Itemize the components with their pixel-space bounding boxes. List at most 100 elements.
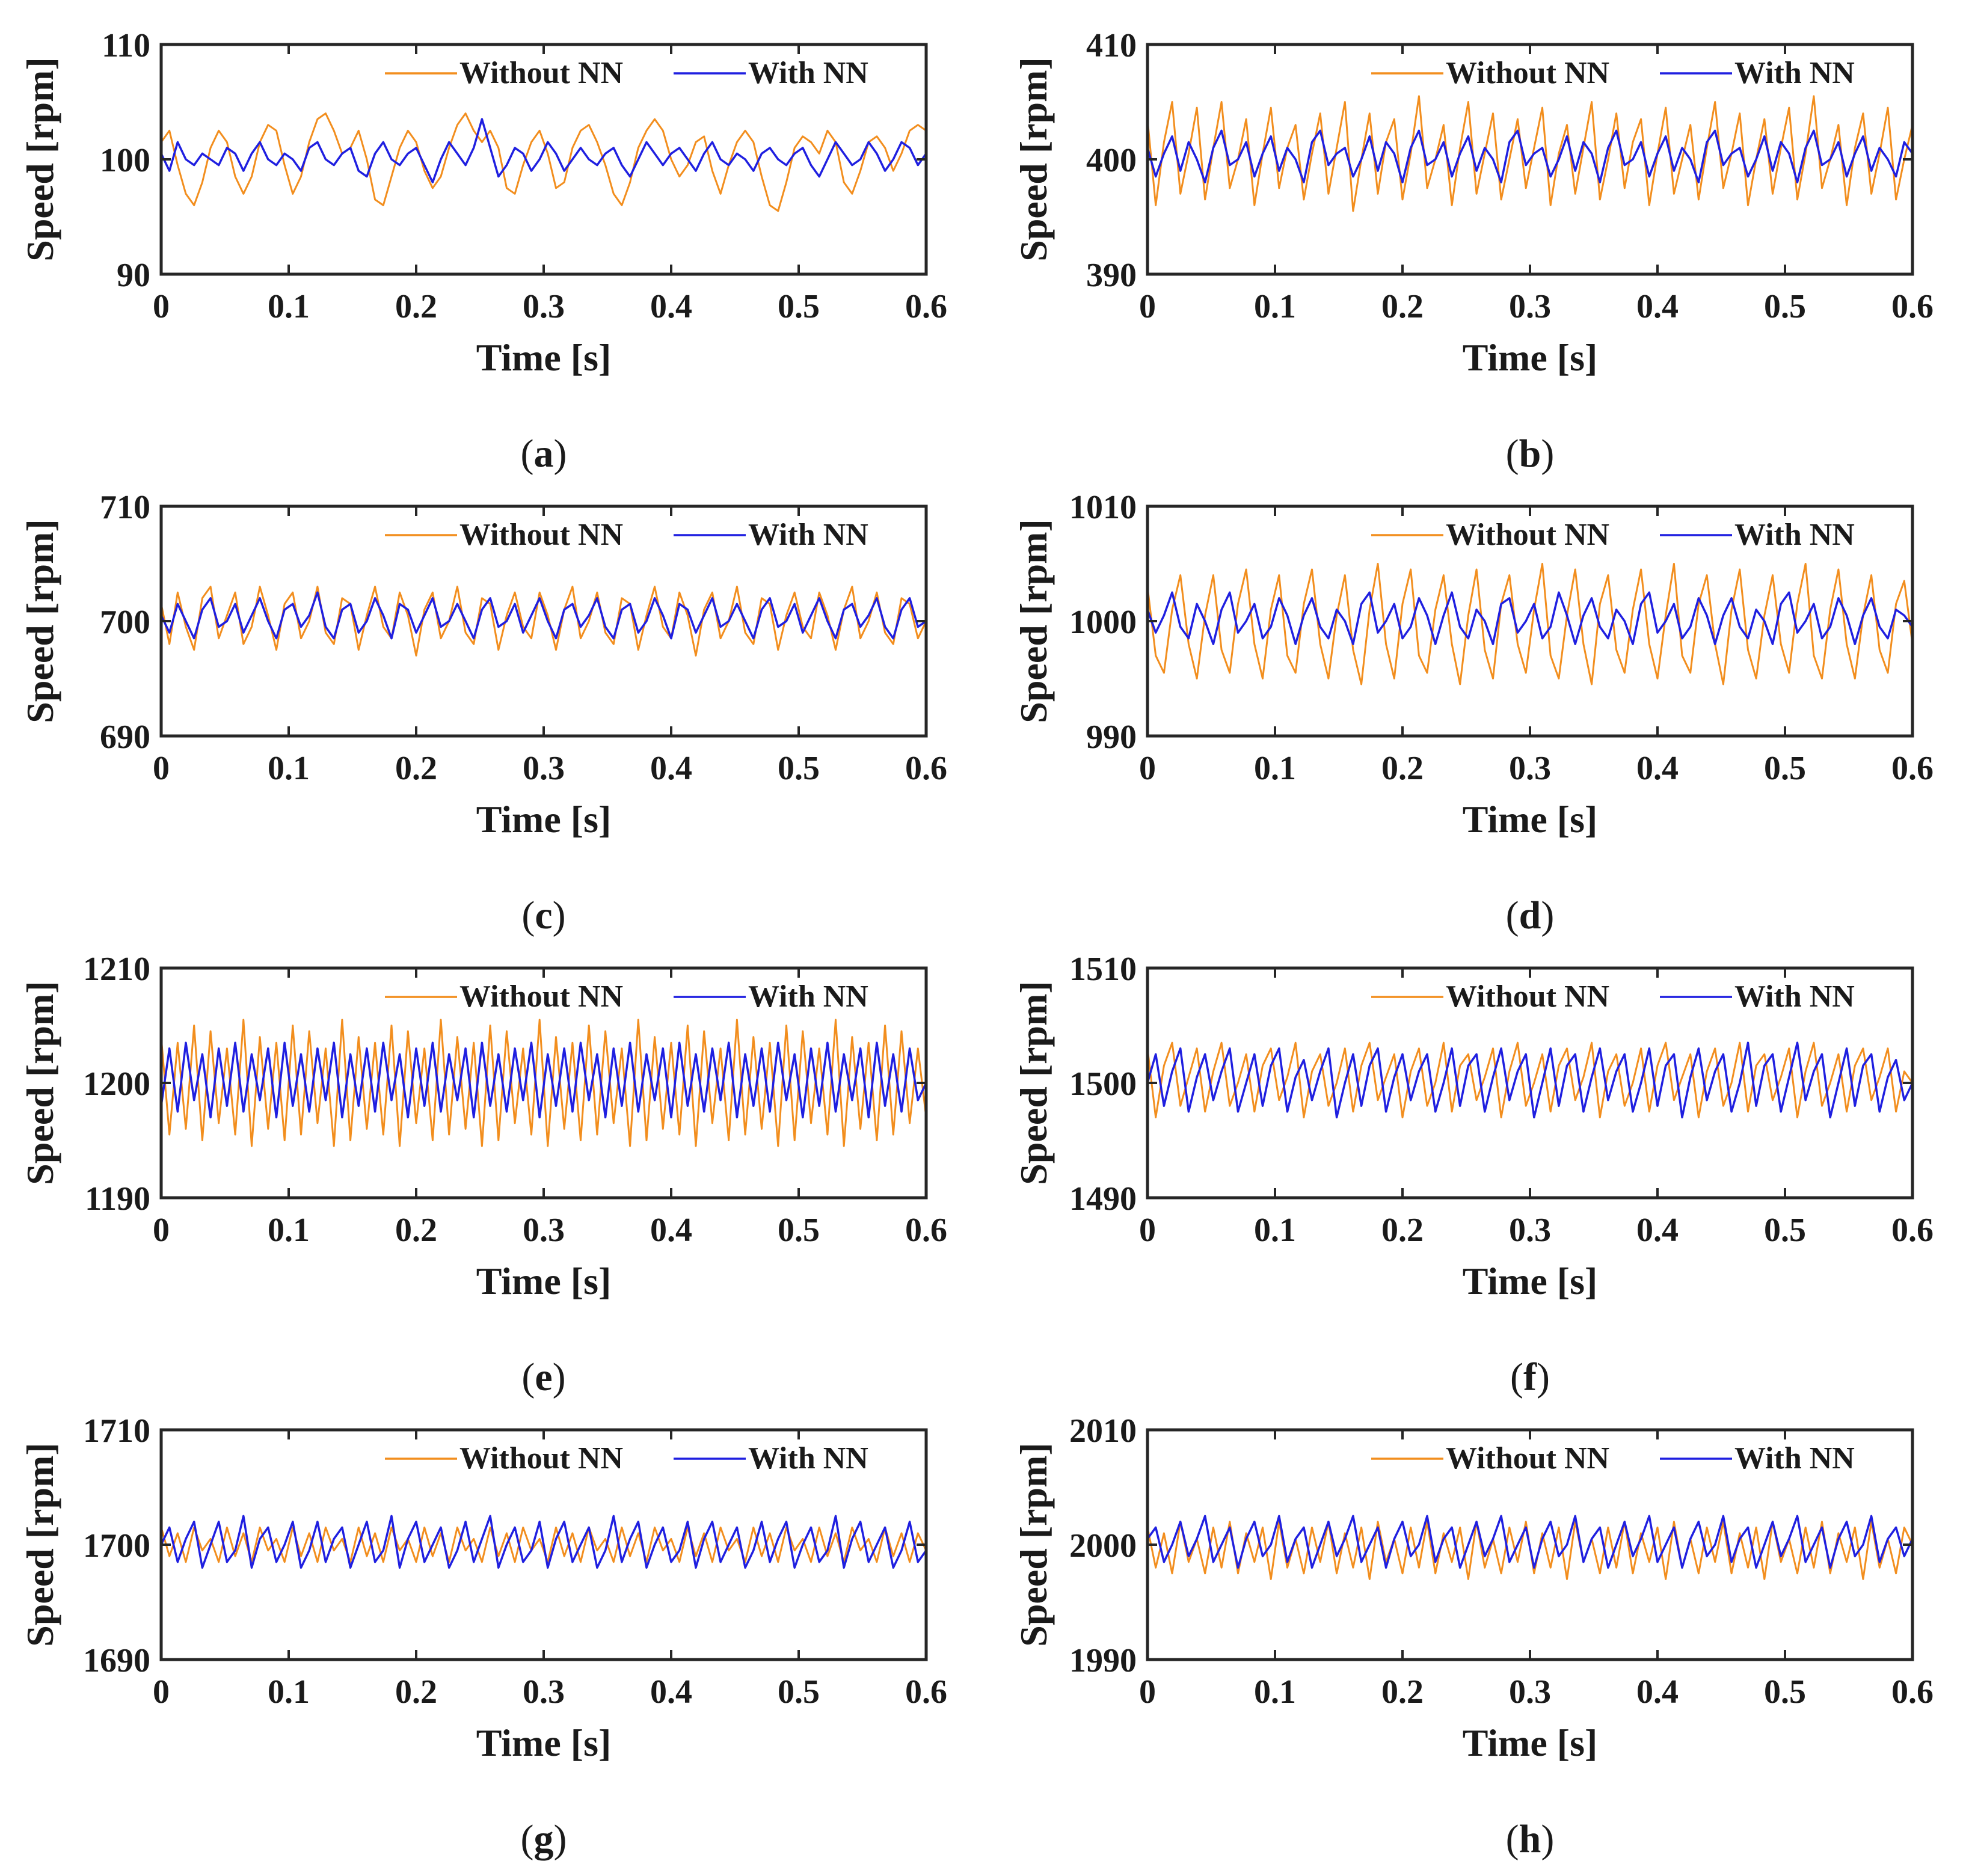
x-axis-label: Time [s] [1463, 1260, 1598, 1302]
series-line-with-nn [1147, 591, 1912, 645]
x-axis-label: Time [s] [476, 336, 612, 379]
x-tick-label: 0.2 [1381, 1212, 1424, 1249]
x-tick-label: 0.5 [1764, 750, 1806, 787]
y-axis-label: Speed [rpm] [19, 1442, 61, 1647]
x-tick-label: 0 [1139, 1212, 1156, 1249]
legend-without-nn: Without NN [385, 979, 623, 1014]
y-axis-label: Speed [rpm] [19, 519, 61, 723]
legend-label: Without NN [459, 979, 623, 1014]
panel-caption: (h) [1506, 1817, 1555, 1861]
x-tick-label: 0 [1139, 750, 1156, 787]
x-tick-label: 0.3 [523, 288, 565, 325]
x-tick-label: 0.3 [523, 1212, 565, 1249]
x-tick-label: 0.2 [1381, 1673, 1424, 1711]
y-tick-label: 2000 [1069, 1527, 1137, 1565]
legend-label: With NN [748, 1441, 868, 1476]
y-axis-label: Speed [rpm] [1012, 519, 1055, 723]
x-tick-label: 0 [153, 288, 170, 325]
legend-label: Without NN [1446, 979, 1609, 1014]
x-tick-label: 0.1 [268, 1673, 310, 1711]
x-axis-label: Time [s] [1463, 798, 1598, 841]
x-tick-label: 0.6 [1891, 288, 1934, 325]
y-tick-label: 1990 [1069, 1642, 1137, 1679]
series-line-with-nn [161, 591, 926, 640]
legend-label: With NN [748, 518, 868, 552]
legend-without-nn: Without NN [385, 1441, 623, 1476]
legend-with-nn: With NN [1660, 518, 1855, 552]
y-tick-label: 690 [100, 719, 150, 756]
y-tick-label: 1010 [1069, 489, 1137, 526]
series-line-without-nn [1147, 563, 1912, 685]
x-tick-label: 0.5 [1764, 1673, 1806, 1711]
legend-label: Without NN [1446, 1441, 1609, 1476]
x-tick-label: 0 [153, 1673, 170, 1711]
x-tick-label: 0.4 [1636, 1673, 1679, 1711]
x-tick-label: 0.3 [523, 750, 565, 787]
legend-with-nn: With NN [674, 56, 868, 90]
x-tick-label: 0.1 [1254, 288, 1296, 325]
legend-label: With NN [1734, 979, 1855, 1014]
legend-without-nn: Without NN [385, 518, 623, 552]
panel-caption: (a) [521, 432, 567, 476]
x-tick-label: 0.4 [650, 288, 692, 325]
y-tick-label: 390 [1086, 257, 1137, 294]
x-tick-label: 0.4 [650, 750, 692, 787]
y-tick-label: 1200 [83, 1065, 150, 1103]
series-line-with-nn [161, 1041, 926, 1119]
x-axis-label: Time [s] [1463, 336, 1598, 379]
legend-with-nn: With NN [1660, 979, 1855, 1014]
legend-with-nn: With NN [1660, 1441, 1855, 1476]
chart-panel-c: 0 0.1 0.2 0.3 0.4 0.5 0.6 690 700 710 Time [s] Spee… [19, 489, 947, 937]
x-tick-label: 0.3 [523, 1673, 565, 1711]
y-tick-label: 700 [100, 604, 150, 641]
legend-label: Without NN [1446, 56, 1609, 90]
legend-with-nn: With NN [674, 979, 868, 1014]
series-line-with-nn [161, 118, 926, 183]
x-tick-label: 0.6 [1891, 1212, 1934, 1249]
panel-caption: (d) [1506, 894, 1555, 937]
x-tick-label: 0.4 [650, 1673, 692, 1711]
y-axis-label: Speed [rpm] [1012, 57, 1055, 262]
y-tick-label: 400 [1086, 142, 1137, 179]
y-tick-label: 1210 [83, 951, 150, 988]
x-tick-label: 0.5 [1764, 288, 1806, 325]
panel-caption: (g) [521, 1817, 567, 1861]
x-tick-label: 0.1 [1254, 750, 1296, 787]
x-tick-label: 0.6 [905, 1212, 947, 1249]
panel-caption: (f) [1510, 1355, 1550, 1399]
x-tick-label: 0.5 [778, 288, 820, 325]
x-tick-label: 0.1 [268, 750, 310, 787]
y-axis-label: Speed [rpm] [1012, 1442, 1055, 1647]
legend-label: With NN [748, 979, 868, 1014]
x-tick-label: 0 [1139, 288, 1156, 325]
chart-panel-e: 0 0.1 0.2 0.3 0.4 0.5 0.6 1190 1200 1210 Time [s] S… [19, 951, 947, 1399]
legend-without-nn: Without NN [1371, 518, 1609, 552]
chart-panel-h: 0 0.1 0.2 0.3 0.4 0.5 0.6 1990 2000 2010 Time [s] S… [1012, 1412, 1934, 1861]
x-tick-label: 0.2 [1381, 288, 1424, 325]
x-tick-label: 0.3 [1509, 1673, 1551, 1711]
y-tick-label: 90 [117, 257, 150, 294]
x-axis-label: Time [s] [476, 798, 612, 841]
x-tick-label: 0.2 [395, 750, 437, 787]
series-line-with-nn [1147, 1041, 1912, 1119]
y-tick-label: 1500 [1069, 1065, 1137, 1103]
legend-label: With NN [1734, 518, 1855, 552]
chart-panel-a: 0 0.1 0.2 0.3 0.4 0.5 0.6 90 100 110 Time [s] Speed… [19, 27, 947, 476]
legend-without-nn: Without NN [385, 56, 623, 90]
legend-label: With NN [748, 56, 868, 90]
series-line-with-nn [1147, 1515, 1912, 1569]
legend-label: With NN [1734, 56, 1855, 90]
legend-with-nn: With NN [674, 518, 868, 552]
x-axis-label: Time [s] [1463, 1721, 1598, 1764]
y-tick-label: 990 [1086, 719, 1137, 756]
y-tick-label: 1510 [1069, 951, 1137, 988]
legend-label: Without NN [459, 56, 623, 90]
legend-with-nn: With NN [674, 1441, 868, 1476]
chart-panel-d: 0 0.1 0.2 0.3 0.4 0.5 0.6 990 1000 1010 Time [s] Sp… [1012, 489, 1934, 937]
x-tick-label: 0.3 [1509, 1212, 1551, 1249]
x-tick-label: 0 [153, 1212, 170, 1249]
x-tick-label: 0.4 [1636, 1212, 1679, 1249]
legend-label: Without NN [459, 1441, 623, 1476]
x-tick-label: 0.1 [1254, 1212, 1296, 1249]
